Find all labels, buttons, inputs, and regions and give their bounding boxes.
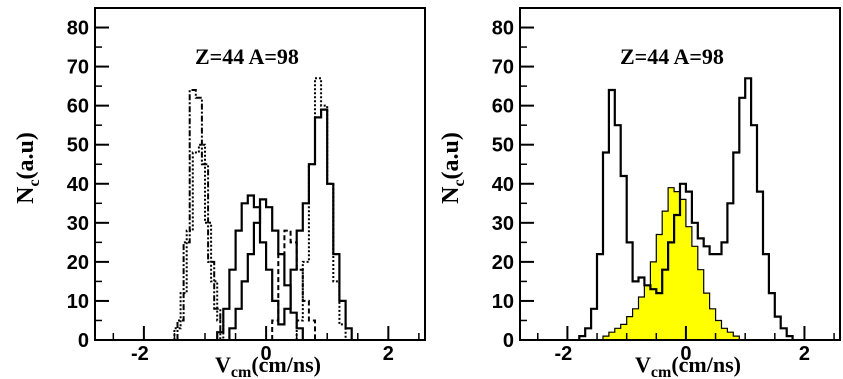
right-ylabel: Nc(a.u)	[438, 132, 468, 204]
left-series-3-dashdot	[176, 89, 222, 340]
right-ytick-label: 20	[492, 252, 514, 274]
left-series-0-solid	[216, 108, 353, 340]
right-series-0-solid	[578, 77, 794, 340]
left-series-1-solid	[228, 198, 304, 340]
left-ytick-label: 60	[67, 96, 89, 118]
left-series-2-dotted	[173, 143, 225, 340]
right-panel: 0 10 20 30 40 50 60 70 80 -2 0 2 Z=44 A=98 Nc(a.u) Vcm…	[438, 7, 841, 379]
left-ytick-label: 30	[67, 213, 89, 235]
right-annotation: Z=44 A=98	[620, 44, 724, 69]
right-xtick-label: 2	[799, 343, 810, 365]
left-ytick-label: 40	[67, 174, 89, 196]
right-frame	[519, 7, 841, 341]
left-frame	[94, 7, 426, 341]
left-ytick-label: 50	[67, 135, 89, 157]
right-ytick-label: 40	[492, 174, 514, 196]
right-xtick-label: -2	[555, 343, 573, 365]
right-ytick-label: 0	[503, 330, 514, 352]
left-series-4-dashed	[271, 229, 316, 340]
left-ytick-label: 0	[78, 330, 89, 352]
left-ytick-label: 80	[67, 18, 89, 40]
left-xtick-label: 2	[383, 343, 394, 365]
left-xtick-label: -2	[131, 343, 149, 365]
right-series-1-filled	[602, 187, 740, 341]
right-ytick-label: 60	[492, 96, 514, 118]
left-ytick-label: 10	[67, 291, 89, 313]
right-xlabel: Vcm(cm/ns)	[635, 352, 741, 379]
right-ytick-label: 30	[492, 213, 514, 235]
right-ytick-label: 80	[492, 18, 514, 40]
right-xtick-label: 0	[680, 343, 691, 365]
right-ytick-label: 50	[492, 135, 514, 157]
right-ytick-label: 70	[492, 57, 514, 79]
left-ylabel: Nc(a.u)	[13, 132, 43, 204]
right-ytick-label: 10	[492, 291, 514, 313]
left-panel: 0 10 20 30 40 50 60 70 80 -2 0 2 Z=44 A=98 Nc(a.u) Vcm…	[13, 7, 426, 379]
left-annotation: Z=44 A=98	[195, 44, 299, 69]
left-xlabel: Vcm(cm/ns)	[215, 352, 321, 379]
left-ytick-label: 70	[67, 57, 89, 79]
left-xtick-label: 0	[261, 343, 272, 365]
left-ytick-label: 20	[67, 252, 89, 274]
